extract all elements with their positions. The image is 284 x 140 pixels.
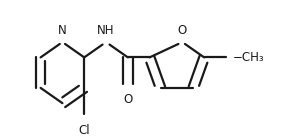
Text: O: O — [178, 24, 187, 37]
Text: N: N — [58, 24, 67, 37]
Text: O: O — [123, 93, 132, 106]
Text: NH: NH — [97, 24, 115, 37]
Text: Cl: Cl — [78, 124, 90, 137]
Text: −CH₃: −CH₃ — [233, 51, 264, 64]
